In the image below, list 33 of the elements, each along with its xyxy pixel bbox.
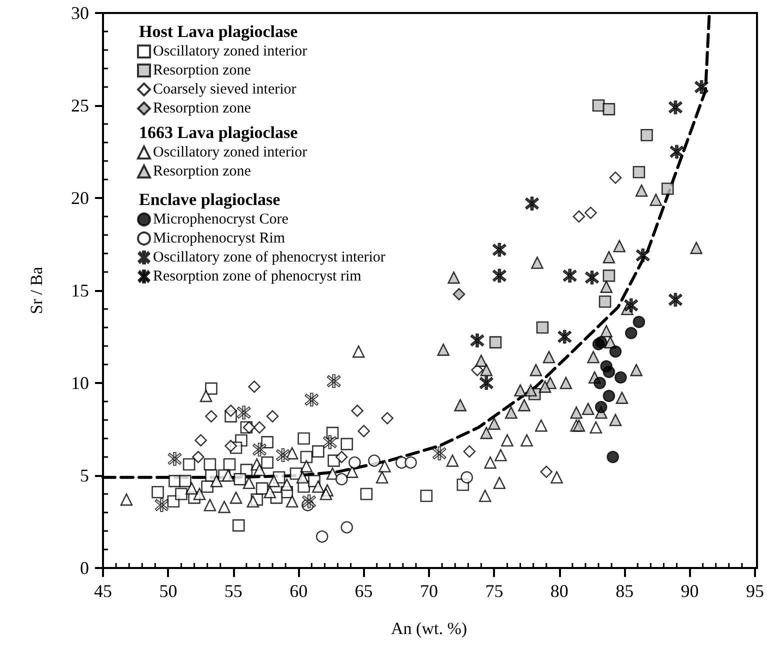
y-tick-label: 5	[80, 466, 89, 486]
annotation: 1663 Lava plagioclase	[139, 123, 298, 142]
y-tick-label: 20	[71, 188, 89, 208]
legend-label: Microphenocryst Core	[153, 212, 289, 228]
x-tick-label: 80	[550, 581, 568, 601]
x-tick-label: 70	[420, 581, 438, 601]
legend-label: Microphenocryst Rim	[153, 230, 286, 246]
x-tick-label: 50	[159, 581, 178, 601]
legend-label: Oscillatory zone of phenocryst interior	[153, 250, 386, 266]
y-axis-title: Sr / Ba	[27, 266, 46, 314]
x-tick-label: 60	[290, 581, 308, 601]
legend-label: Oscillatory zoned interior	[153, 44, 308, 60]
legend-label: Resorption zone	[153, 100, 252, 116]
x-tick-label: 85	[616, 581, 634, 601]
y-tick-label: 10	[71, 373, 89, 393]
y-tick-label: 25	[71, 96, 89, 116]
legend-label: Coarsely sieved interior	[153, 82, 296, 98]
legend-label: Resorption zone	[153, 164, 252, 180]
legend-label: Oscillatory zoned interior	[153, 144, 308, 160]
x-tick-label: 75	[485, 581, 504, 601]
x-tick-label: 45	[94, 581, 112, 601]
annotation: Host Lava plagioclase	[139, 22, 298, 41]
x-tick-label: 90	[680, 581, 699, 601]
x-tick-label: 65	[354, 581, 373, 601]
y-tick-label: 0	[80, 558, 89, 578]
x-tick-label: 95	[746, 581, 764, 601]
legend-label: Resorption zone	[153, 62, 252, 78]
legend-label: Resorption zone of phenocryst rim	[153, 268, 362, 284]
annotation: Enclave plagioclase	[139, 190, 281, 209]
x-tick-label: 55	[224, 581, 242, 601]
y-tick-label: 15	[71, 280, 89, 300]
x-axis-title: An (wt. %)	[390, 619, 468, 638]
y-tick-label: 30	[71, 3, 89, 23]
